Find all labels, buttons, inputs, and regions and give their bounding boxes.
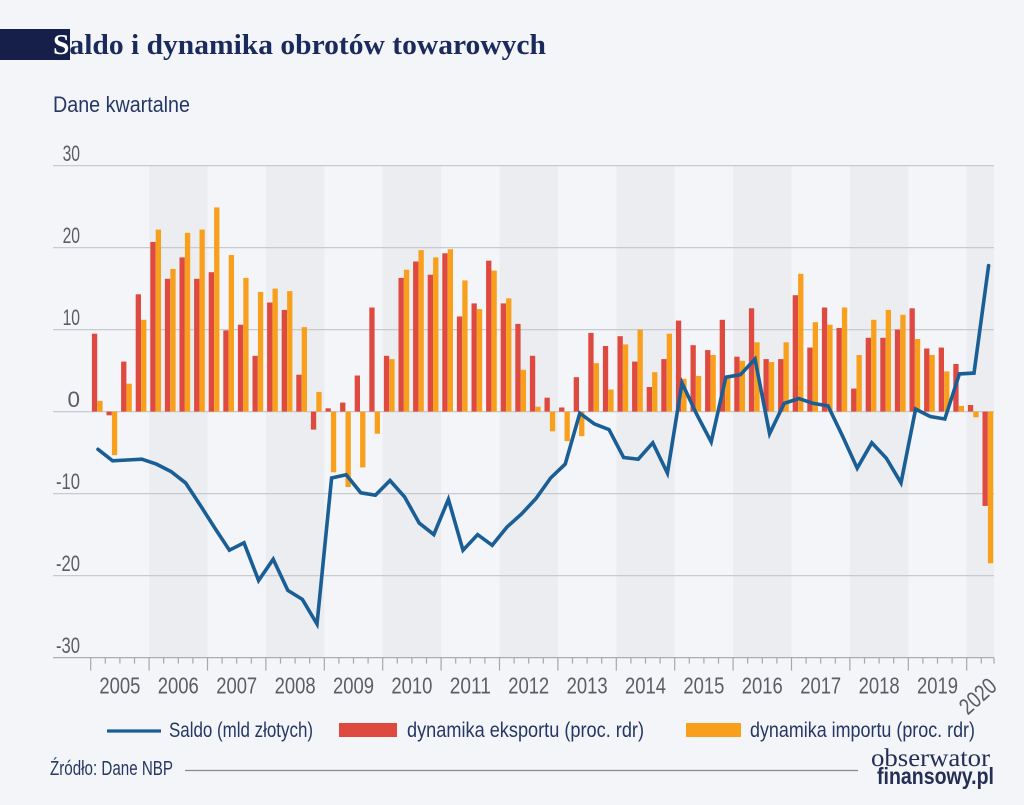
svg-text:2007: 2007 — [216, 673, 257, 699]
svg-text:2016: 2016 — [742, 673, 783, 699]
svg-text:Saldo (mld złotych): Saldo (mld złotych) — [169, 719, 313, 742]
svg-text:Źródło: Dane NBP: Źródło: Dane NBP — [50, 757, 173, 780]
svg-text:dynamika importu (proc. rdr): dynamika importu (proc. rdr) — [750, 719, 975, 742]
svg-text:0: 0 — [68, 387, 81, 412]
svg-text:obserwator: obserwator — [871, 745, 991, 772]
svg-text:Dane kwartalne: Dane kwartalne — [53, 92, 190, 117]
svg-text:-10: -10 — [56, 469, 80, 494]
svg-text:10: 10 — [63, 305, 80, 330]
svg-text:2011: 2011 — [450, 673, 491, 699]
svg-text:2006: 2006 — [158, 673, 199, 699]
svg-text:2005: 2005 — [99, 673, 140, 699]
svg-text:dynamika eksportu (proc. rdr): dynamika eksportu (proc. rdr) — [407, 719, 644, 742]
svg-text:30: 30 — [63, 141, 80, 166]
svg-text:2013: 2013 — [567, 673, 608, 699]
svg-text:2008: 2008 — [275, 673, 316, 699]
svg-text:finansowy.pl: finansowy.pl — [877, 763, 994, 789]
svg-text:2018: 2018 — [859, 673, 900, 699]
svg-text:Saldo i dynamika obrotów towar: Saldo i dynamika obrotów towarowych — [53, 30, 546, 61]
svg-text:2010: 2010 — [391, 673, 432, 699]
svg-text:2017: 2017 — [800, 673, 841, 699]
svg-text:20: 20 — [63, 223, 80, 248]
svg-text:2019: 2019 — [917, 673, 958, 699]
svg-text:2015: 2015 — [683, 673, 724, 699]
svg-text:2014: 2014 — [625, 673, 666, 699]
svg-text:-30: -30 — [56, 633, 80, 658]
svg-text:2012: 2012 — [508, 673, 549, 699]
svg-text:2009: 2009 — [333, 673, 374, 699]
svg-text:-20: -20 — [56, 551, 80, 576]
